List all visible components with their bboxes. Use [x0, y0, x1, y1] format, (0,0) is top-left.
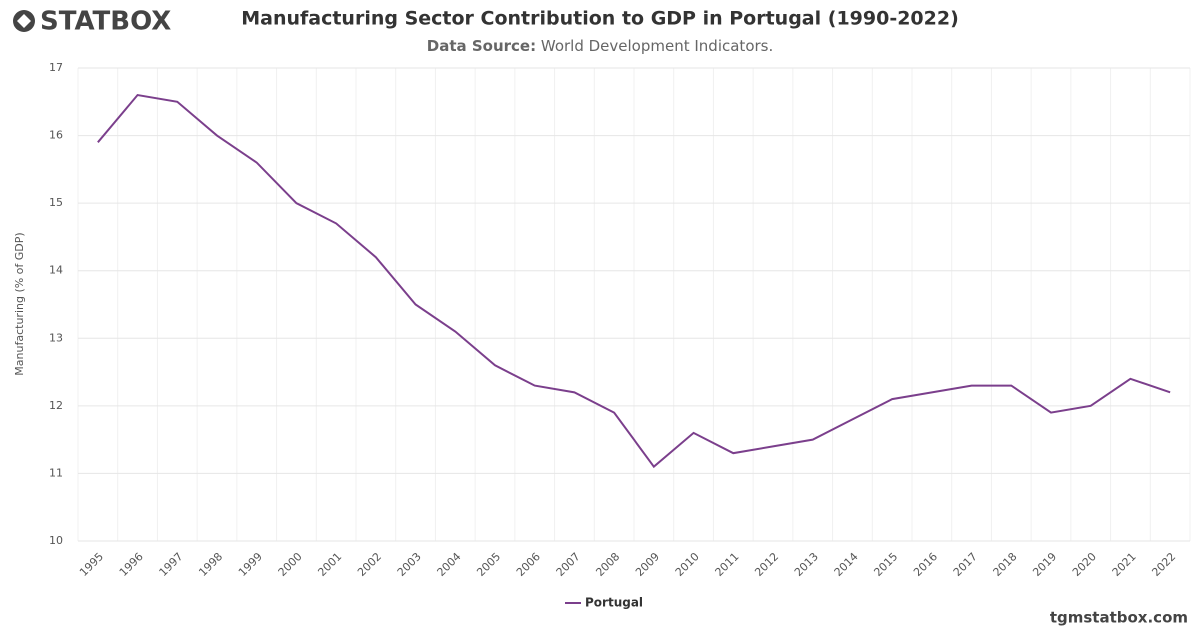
source: World Development Indicators.	[541, 37, 773, 55]
x-tick-label: 1996	[117, 550, 146, 579]
x-tick-label: 2020	[1070, 550, 1099, 579]
x-tick-label: 2018	[991, 550, 1020, 579]
x-tick-label: 2008	[593, 550, 622, 579]
x-tick-label: 2021	[1110, 550, 1139, 579]
x-tick-label: 2017	[951, 550, 980, 579]
y-tick-label: 13	[49, 331, 63, 344]
x-tick-label: 2006	[514, 550, 543, 579]
x-tick-label: 2001	[315, 550, 344, 579]
y-tick-label: 11	[49, 466, 63, 479]
x-tick-label: 2022	[1149, 550, 1178, 579]
x-tick-label: 2004	[435, 550, 464, 579]
x-tick-label: 1998	[196, 550, 225, 579]
y-tick-label: 14	[49, 264, 63, 277]
x-tick-label: 2019	[1030, 550, 1059, 579]
x-tick-label: 2015	[871, 550, 900, 579]
x-tick-label: 2014	[832, 550, 861, 579]
subtitle: Data Source: World Development Indicator…	[427, 37, 774, 55]
y-tick-label: 10	[49, 534, 63, 547]
logo: STATBOX	[13, 7, 171, 37]
x-tick-label: 2016	[911, 550, 940, 579]
x-tick-label: 2002	[355, 550, 384, 579]
y-tick-label: 12	[49, 399, 63, 412]
legend-label: Portugal	[585, 596, 643, 610]
source-label: Data Source:	[427, 37, 536, 55]
y-tick-label: 16	[49, 129, 63, 142]
y-tick-label: 17	[49, 61, 63, 74]
x-tick-label: 2009	[633, 550, 662, 579]
x-tick-label: 2012	[752, 550, 781, 579]
y-tick-label: 15	[49, 196, 63, 209]
footer: tgmstatbox.com	[1050, 609, 1188, 627]
x-tick-label: 2013	[792, 550, 821, 579]
logo-text: STATBOX	[40, 7, 171, 37]
x-tick-label: 2003	[395, 550, 424, 579]
x-tick-label: 1999	[236, 550, 265, 579]
x-tick-label: 2007	[554, 550, 583, 579]
x-tick-label: 1995	[77, 550, 106, 579]
x-tick-label: 2000	[276, 550, 305, 579]
chart-title: Manufacturing Sector Contribution to GDP…	[241, 8, 959, 30]
y-axis-label: Manufacturing (% of GDP)	[13, 232, 26, 375]
x-tick-label: 2010	[673, 550, 702, 579]
x-tick-label: 2005	[474, 550, 503, 579]
series-line	[97, 93, 1171, 469]
x-tick-label: 1997	[157, 550, 186, 579]
x-tick-label: 2011	[713, 550, 742, 579]
